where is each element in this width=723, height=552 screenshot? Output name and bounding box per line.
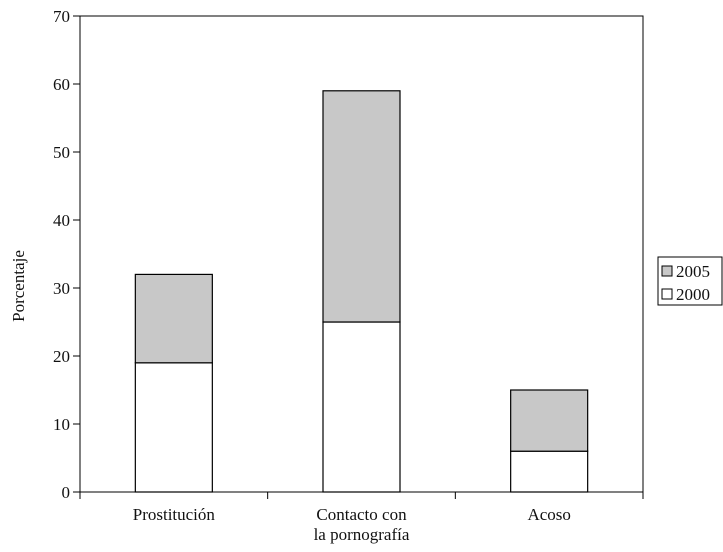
x-tick-label: Contacto con la pornografía (314, 505, 410, 544)
legend-swatch-2000 (661, 288, 673, 300)
legend-label-2005: 2005 (676, 262, 710, 281)
legend-swatch-2005 (661, 265, 673, 277)
legend-box (657, 256, 723, 306)
y-tick-label: 40 (53, 211, 70, 230)
bar-segment-2000 (134, 362, 213, 493)
x-tick-label-line: Contacto con (316, 505, 407, 524)
bars-layer (134, 90, 589, 493)
x-tick-label-line: Prostitución (133, 505, 216, 524)
y-tick-label: 70 (53, 7, 70, 26)
y-tick-label: 30 (53, 279, 70, 298)
bar-segment-2005 (134, 273, 213, 364)
labels-layer: 0 10 20 30 40 50 60 70 Prostitución Contacto con l… (53, 7, 571, 544)
bar-segment-2000 (322, 321, 401, 493)
x-tick-label: Acoso (527, 505, 570, 524)
x-tick-label: Prostitución (133, 505, 216, 524)
y-axis-title: Porcentaje (9, 250, 28, 322)
y-tick-label: 10 (53, 415, 70, 434)
y-tick-label: 0 (62, 483, 71, 502)
bar-segment-2000 (510, 450, 589, 493)
bar-segment-2005 (322, 90, 401, 323)
y-tick-label: 20 (53, 347, 70, 366)
y-tick-label: 60 (53, 75, 70, 94)
legend-label-2000: 2000 (676, 285, 710, 304)
legend: 2005 2000 (657, 256, 723, 306)
x-tick-label-line: Acoso (527, 505, 570, 524)
x-tick-label-line: la pornografía (314, 525, 410, 544)
y-tick-label: 50 (53, 143, 70, 162)
bar-segment-2005 (510, 389, 589, 452)
